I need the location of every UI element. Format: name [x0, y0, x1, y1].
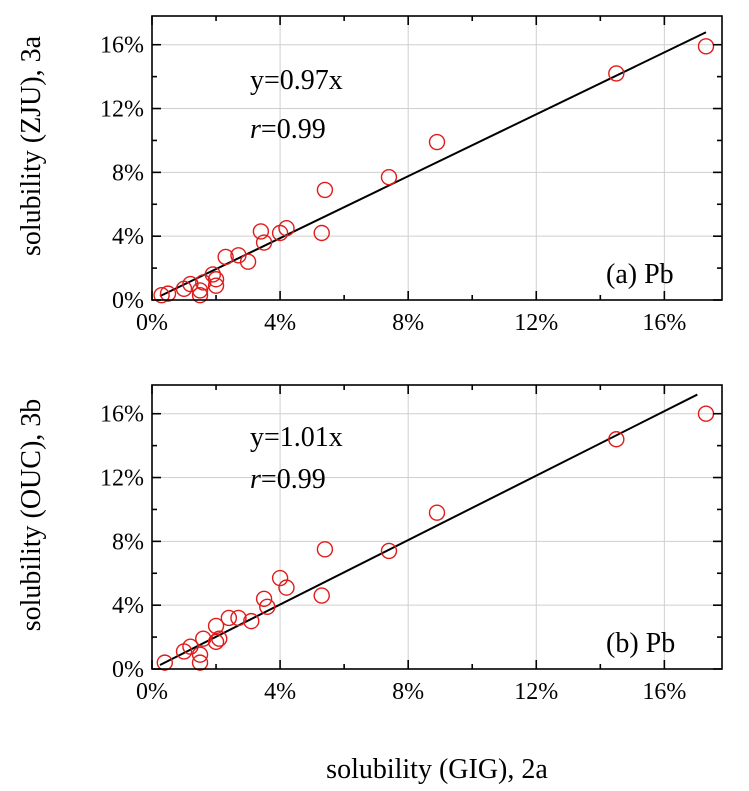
data-point: [204, 266, 222, 283]
data-point: [220, 609, 238, 627]
data-point: [428, 504, 446, 521]
data-point: [182, 638, 199, 655]
fit-r-value: r=0.99: [250, 464, 326, 495]
x-tick-label: 0%: [136, 679, 168, 705]
data-point: [153, 287, 170, 304]
data-point: [191, 646, 209, 663]
data-point: [255, 590, 273, 607]
data-point: [255, 234, 273, 251]
fit-r-value: r=0.99: [250, 114, 326, 145]
x-tick-label: 8%: [392, 679, 424, 705]
x-tick-label: 0%: [136, 310, 168, 336]
x-tick-label: 16%: [642, 310, 686, 336]
data-point: [380, 542, 398, 560]
data-point: [207, 617, 225, 635]
panel-b: 0% 4% 8% 12% 16% 0% 4% 8% 12% 16% solubility (OUC)…: [16, 384, 723, 785]
x-tick-label: 12%: [514, 679, 558, 705]
data-point: [278, 579, 295, 596]
data-point: [316, 541, 334, 558]
data-point: [191, 287, 209, 304]
panel-label: (b) Pb: [606, 628, 675, 659]
data-point: [230, 247, 247, 264]
x-tick-label: 12%: [514, 310, 558, 336]
y-tick-label: 4%: [112, 224, 144, 250]
data-point: [243, 612, 260, 630]
y-tick-label: 12%: [100, 466, 144, 492]
y-axis-label: solubility (OUC), 3b: [16, 399, 47, 632]
r-number: =0.99: [261, 464, 326, 495]
data-point: [608, 431, 625, 448]
fit-equation: y=1.01x: [250, 422, 343, 453]
panel-a: 0% 4% 8% 12% 16% 0% 4% 8% 12% 16% solubility (ZJU)…: [16, 15, 723, 336]
data-point: [278, 220, 295, 237]
data-point: [191, 654, 209, 671]
data-point: [230, 609, 247, 627]
data-point: [195, 630, 212, 647]
data-point: [252, 223, 270, 240]
data-point: [182, 275, 199, 293]
r-symbol: r: [250, 464, 261, 495]
data-point: [159, 285, 177, 302]
x-tick-label: 8%: [392, 310, 424, 336]
data-point: [313, 587, 330, 604]
data-point: [313, 224, 330, 242]
data-point: [191, 282, 209, 299]
panel-label: (a) Pb: [606, 259, 674, 290]
y-tick-label: 0%: [112, 657, 144, 683]
plot-frame: [151, 384, 723, 670]
y-tick-label: 8%: [112, 529, 144, 555]
y-axis-label: solubility (ZJU), 3a: [16, 35, 47, 256]
data-point: [380, 168, 398, 186]
x-tick-label: 16%: [642, 679, 686, 705]
r-number: =0.99: [261, 114, 326, 145]
x-tick-label: 4%: [264, 679, 296, 705]
y-tick-label: 4%: [112, 593, 144, 619]
data-point: [195, 274, 212, 291]
y-tick-label: 8%: [112, 160, 144, 186]
fit-line: [159, 393, 698, 666]
y-tick-label: 0%: [112, 288, 144, 314]
fit-equation: y=0.97x: [250, 65, 343, 96]
y-tick-label: 16%: [100, 33, 144, 59]
data-point: [428, 133, 446, 151]
data-point: [207, 271, 225, 288]
data-point: [697, 38, 715, 55]
fit-line: [159, 31, 707, 298]
y-tick-label: 12%: [100, 97, 144, 123]
data-point: [259, 598, 276, 615]
data-point: [211, 630, 228, 647]
data-point: [271, 569, 289, 587]
data-point: [608, 65, 625, 82]
data-point: [156, 654, 174, 671]
y-tick-label: 16%: [100, 402, 144, 428]
data-point: [207, 633, 225, 651]
data-point: [316, 181, 334, 199]
plot-frame: [151, 15, 723, 301]
data-point: [207, 277, 225, 294]
data-point: [217, 248, 234, 266]
x-tick-label: 4%: [264, 310, 296, 336]
r-symbol: r: [250, 114, 261, 145]
x-axis-label: solubility (GIG), 2a: [326, 754, 548, 785]
data-point: [239, 253, 257, 270]
